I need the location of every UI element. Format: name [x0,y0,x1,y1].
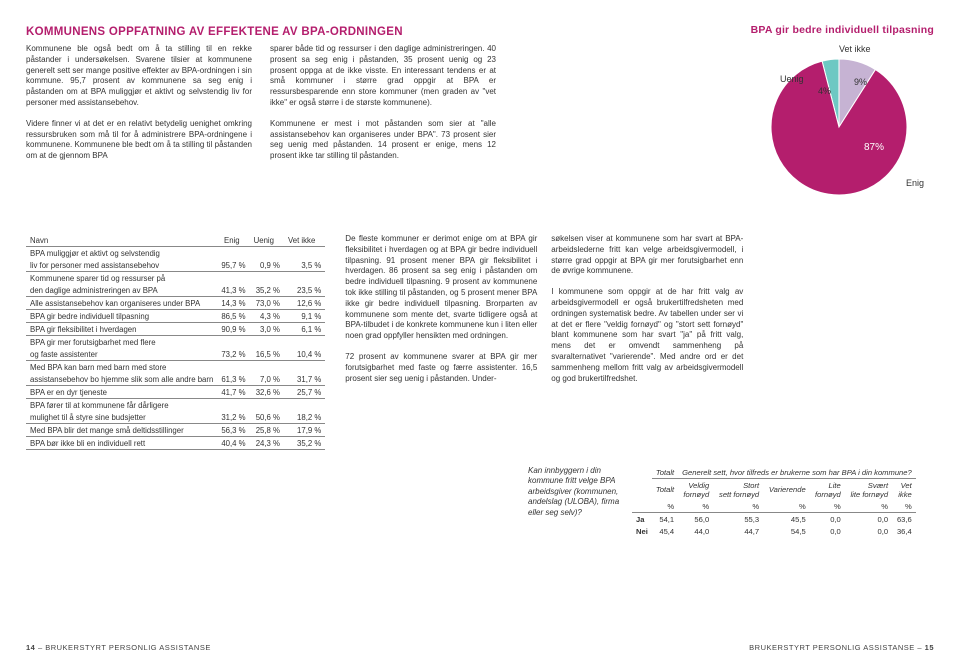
pie-pct-enig: 87% [864,142,884,153]
kan-table: TotaltGenerelt sett, hvor tilfreds er br… [632,466,916,537]
pie-svg [754,42,924,212]
page-footer: 14 – BRUKERSTYRT PERSONLIG ASSISTANSE BR… [26,643,934,652]
pie-label-vetikke: Vet ikke [839,44,871,54]
pie-pct-vetikke: 9% [854,77,867,87]
pie-pct-uenig: 4% [818,86,831,96]
chart-title: BPA gir bedre individuell tilpasning [654,24,934,36]
pie-chart: BPA gir bedre individuell tilpasning Vet… [654,24,934,212]
right-col-1: De fleste kommuner er derimot enige om a… [345,234,537,450]
body-col-1: Kommunene ble også bedt om å ta stilling… [26,44,252,172]
page-heading: KOMMUNENS OPPFATNING AV EFFEKTENE AV BPA… [26,26,496,38]
body-col-2: sparer både tid og ressurser i den dagli… [270,44,496,172]
kan-question: Kan innbyggern i din kommune fritt velge… [528,466,620,537]
right-col-2: søkelsen viser at kommunene som har svar… [551,234,743,450]
pie-label-uenig: Uenig [780,74,804,84]
pie-label-enig: Enig [906,178,924,188]
main-table: NavnEnigUenigVet ikkeBPA muliggjør et ak… [26,234,325,450]
